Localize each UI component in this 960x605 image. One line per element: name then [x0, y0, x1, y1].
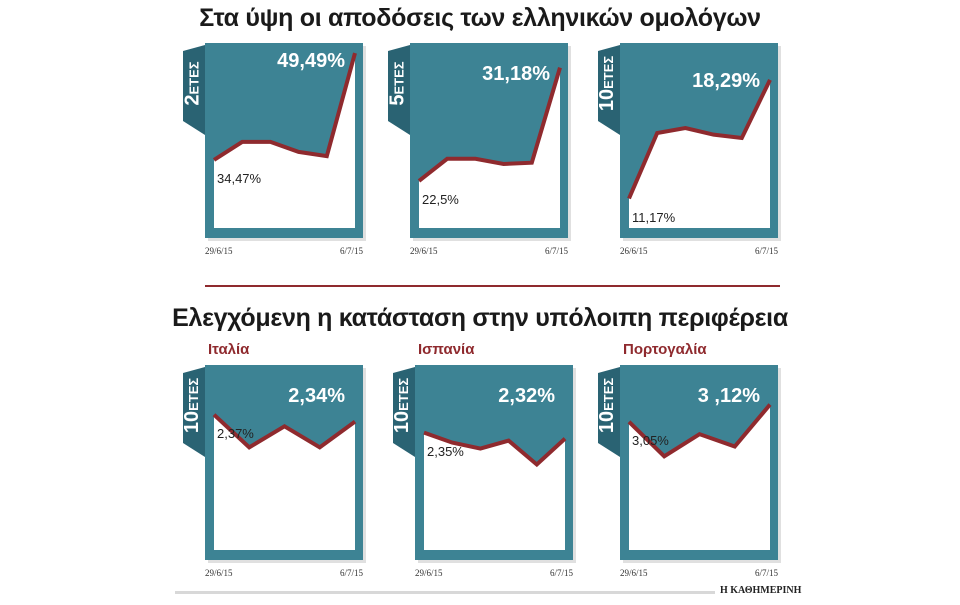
country-label: Πορτογαλία: [623, 341, 707, 358]
x-start-date: 29/6/15: [620, 568, 648, 578]
tenor-label: 2ΕΤΕΣ: [182, 45, 204, 121]
start-value-label: 22,5%: [422, 192, 459, 207]
tenor-label: 10ΕΤΕΣ: [182, 367, 204, 443]
x-end-date: 6/7/15: [340, 246, 363, 256]
tenor-unit: ΕΤΕΣ: [392, 61, 407, 94]
tenor-number: 2: [182, 94, 204, 105]
start-value-label: 2,35%: [427, 444, 464, 459]
start-value-label: 34,47%: [217, 171, 261, 186]
tenor-text: 10ΕΤΕΣ: [597, 377, 620, 432]
x-end-date: 6/7/15: [550, 568, 573, 578]
x-start-date: 29/6/15: [410, 246, 438, 256]
end-value-label: 2,32%: [498, 385, 555, 408]
x-start-date: 29/6/15: [415, 568, 443, 578]
credit: Η ΚΑΘΗΜΕΡΙΝΗ: [720, 585, 801, 596]
start-value-label: 3,05%: [632, 433, 669, 448]
tenor-text: 10ΕΤΕΣ: [182, 377, 205, 432]
tenor-text: 10ΕΤΕΣ: [597, 55, 620, 110]
end-value-label: 3 ,12%: [698, 385, 760, 408]
tenor-label: 5ΕΤΕΣ: [387, 45, 409, 121]
x-end-date: 6/7/15: [340, 568, 363, 578]
tenor-unit: ΕΤΕΣ: [397, 377, 412, 410]
x-end-date: 6/7/15: [755, 568, 778, 578]
x-end-date: 6/7/15: [755, 246, 778, 256]
tenor-label: 10ΕΤΕΣ: [597, 367, 619, 443]
tenor-number: 5: [387, 94, 409, 105]
tenor-text: 5ΕΤΕΣ: [387, 61, 410, 105]
tenor-text: 10ΕΤΕΣ: [392, 377, 415, 432]
x-end-date: 6/7/15: [545, 246, 568, 256]
tenor-number: 10: [182, 410, 204, 432]
section-divider: [205, 285, 780, 287]
line-chart: [180, 43, 370, 243]
tenor-text: 2ΕΤΕΣ: [182, 61, 205, 105]
top-title: Στα ύψη οι αποδόσεις των ελληνικών ομολό…: [0, 4, 960, 33]
country-label: Ισπανία: [418, 341, 474, 358]
x-start-date: 26/6/15: [620, 246, 648, 256]
start-value-label: 11,17%: [632, 210, 675, 225]
tenor-label: 10ΕΤΕΣ: [597, 45, 619, 121]
tenor-number: 10: [392, 410, 414, 432]
tenor-unit: ΕΤΕΣ: [187, 377, 202, 410]
x-start-date: 29/6/15: [205, 568, 233, 578]
footer-line: [175, 591, 715, 594]
end-value-label: 18,29%: [692, 70, 760, 93]
tenor-unit: ΕΤΕΣ: [187, 61, 202, 94]
end-value-label: 2,34%: [288, 385, 345, 408]
tenor-number: 10: [597, 410, 619, 432]
end-value-label: 49,49%: [277, 50, 345, 73]
country-label: Ιταλία: [208, 341, 249, 358]
bottom-title: Ελεγχόμενη η κατάσταση στην υπόλοιπη περ…: [0, 304, 960, 333]
x-start-date: 29/6/15: [205, 246, 233, 256]
start-value-label: 2,37%: [217, 426, 254, 441]
tenor-unit: ΕΤΕΣ: [602, 377, 617, 410]
tenor-label: 10ΕΤΕΣ: [392, 367, 414, 443]
end-value-label: 31,18%: [482, 63, 550, 86]
tenor-unit: ΕΤΕΣ: [602, 55, 617, 88]
tenor-number: 10: [597, 88, 619, 110]
